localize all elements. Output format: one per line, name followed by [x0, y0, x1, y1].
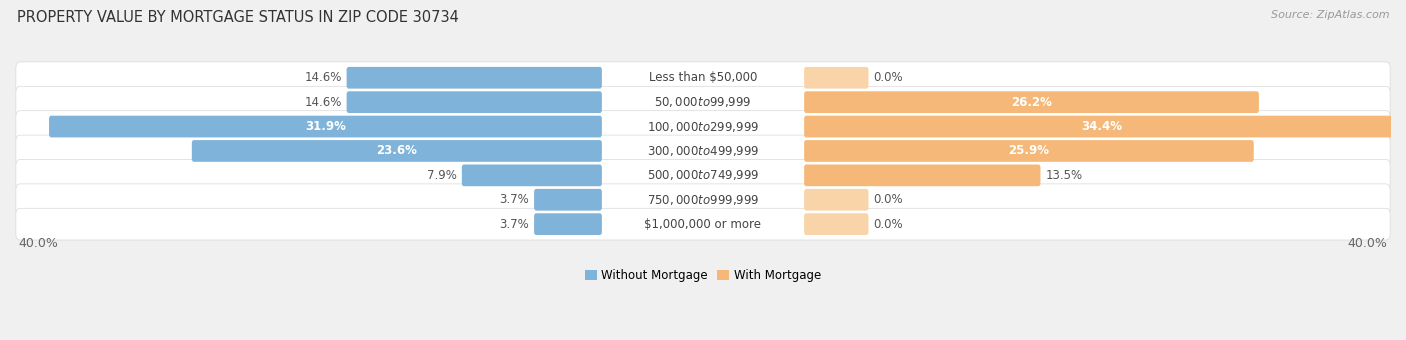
FancyBboxPatch shape	[15, 111, 1391, 142]
FancyBboxPatch shape	[534, 189, 602, 210]
FancyBboxPatch shape	[347, 91, 602, 113]
Text: $1,000,000 or more: $1,000,000 or more	[644, 218, 762, 231]
Legend: Without Mortgage, With Mortgage: Without Mortgage, With Mortgage	[585, 269, 821, 282]
Text: 14.6%: 14.6%	[305, 71, 342, 84]
Text: 7.9%: 7.9%	[427, 169, 457, 182]
Text: $100,000 to $299,999: $100,000 to $299,999	[647, 120, 759, 134]
FancyBboxPatch shape	[804, 67, 869, 89]
Text: 26.2%: 26.2%	[1011, 96, 1052, 109]
FancyBboxPatch shape	[804, 165, 1040, 186]
FancyBboxPatch shape	[804, 116, 1400, 137]
Text: 14.6%: 14.6%	[305, 96, 342, 109]
FancyBboxPatch shape	[347, 67, 602, 89]
Text: 40.0%: 40.0%	[18, 237, 58, 250]
Text: $500,000 to $749,999: $500,000 to $749,999	[647, 168, 759, 182]
FancyBboxPatch shape	[534, 213, 602, 235]
Text: Less than $50,000: Less than $50,000	[648, 71, 758, 84]
FancyBboxPatch shape	[461, 165, 602, 186]
Text: 3.7%: 3.7%	[499, 193, 529, 206]
Text: 0.0%: 0.0%	[873, 193, 903, 206]
FancyBboxPatch shape	[49, 116, 602, 137]
FancyBboxPatch shape	[15, 86, 1391, 118]
Text: $300,000 to $499,999: $300,000 to $499,999	[647, 144, 759, 158]
Text: PROPERTY VALUE BY MORTGAGE STATUS IN ZIP CODE 30734: PROPERTY VALUE BY MORTGAGE STATUS IN ZIP…	[17, 10, 458, 25]
Text: $750,000 to $999,999: $750,000 to $999,999	[647, 193, 759, 207]
Text: 0.0%: 0.0%	[873, 218, 903, 231]
Text: 31.9%: 31.9%	[305, 120, 346, 133]
FancyBboxPatch shape	[191, 140, 602, 162]
Text: 23.6%: 23.6%	[377, 144, 418, 157]
Text: 13.5%: 13.5%	[1045, 169, 1083, 182]
FancyBboxPatch shape	[15, 184, 1391, 216]
FancyBboxPatch shape	[15, 159, 1391, 191]
Text: 3.7%: 3.7%	[499, 218, 529, 231]
Text: 34.4%: 34.4%	[1081, 120, 1122, 133]
FancyBboxPatch shape	[804, 91, 1258, 113]
Text: 40.0%: 40.0%	[1348, 237, 1388, 250]
FancyBboxPatch shape	[15, 208, 1391, 240]
FancyBboxPatch shape	[15, 135, 1391, 167]
FancyBboxPatch shape	[804, 189, 869, 210]
FancyBboxPatch shape	[804, 213, 869, 235]
Text: 0.0%: 0.0%	[873, 71, 903, 84]
Text: $50,000 to $99,999: $50,000 to $99,999	[654, 95, 752, 109]
Text: Source: ZipAtlas.com: Source: ZipAtlas.com	[1271, 10, 1389, 20]
FancyBboxPatch shape	[15, 62, 1391, 94]
FancyBboxPatch shape	[804, 140, 1254, 162]
Text: 25.9%: 25.9%	[1008, 144, 1049, 157]
